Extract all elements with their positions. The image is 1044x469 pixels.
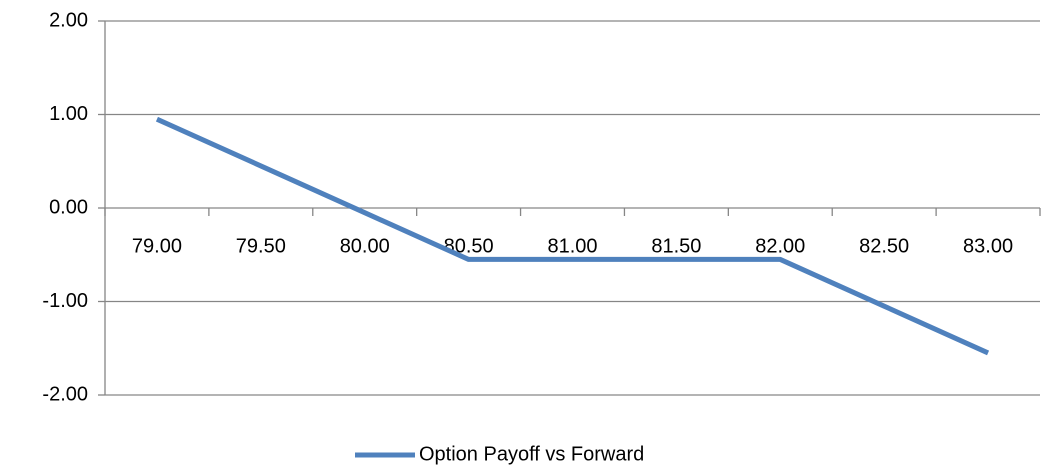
x-tick-label: 82.50 <box>859 235 909 257</box>
x-tick-label: 79.50 <box>236 235 286 257</box>
x-tick-label: 83.00 <box>963 235 1013 257</box>
y-tick-label: -2.00 <box>42 383 88 405</box>
line-series <box>155 116 990 356</box>
y-tick-label: 1.00 <box>49 103 88 125</box>
x-tick-label: 82.00 <box>755 235 805 257</box>
legend-label: Option Payoff vs Forward <box>419 443 644 465</box>
y-tick-label: 0.00 <box>49 196 88 218</box>
x-tick-label: 80.00 <box>340 235 390 257</box>
x-tick-label: 81.50 <box>651 235 701 257</box>
x-tick-label: 81.00 <box>547 235 597 257</box>
x-tick-label: 79.00 <box>132 235 182 257</box>
y-tick-label: -1.00 <box>42 290 88 312</box>
y-tick-label: 2.00 <box>49 9 88 31</box>
